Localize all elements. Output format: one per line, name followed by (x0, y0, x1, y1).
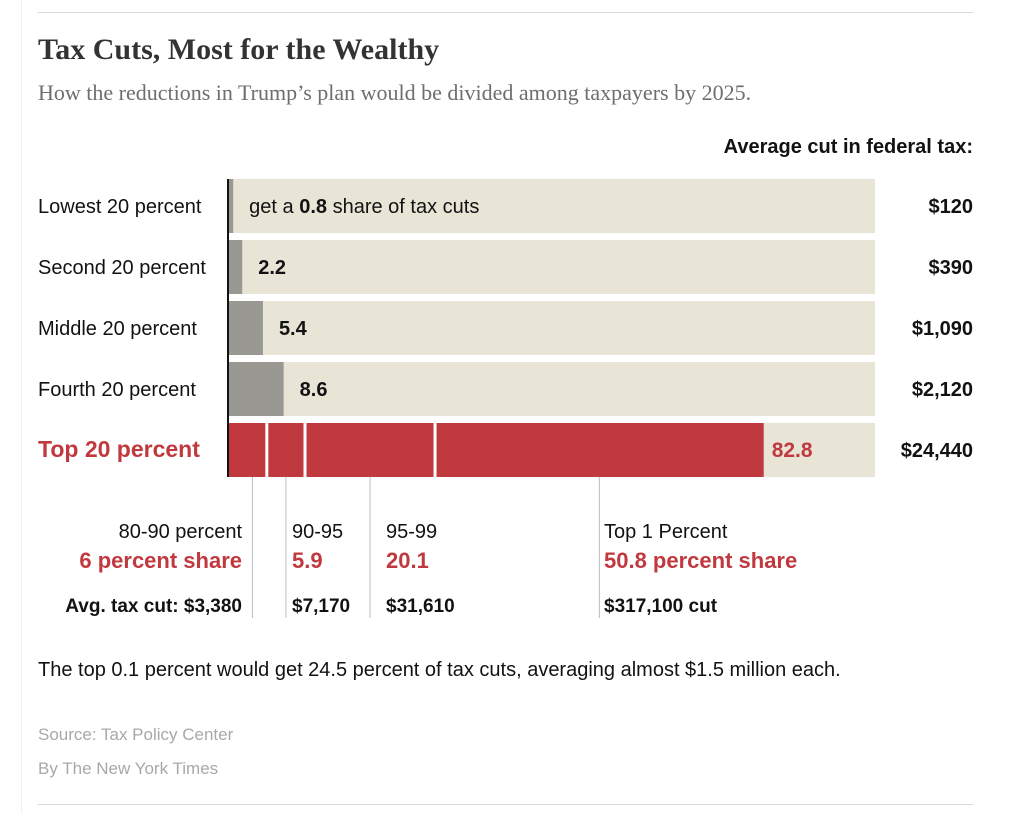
category-label: Middle 20 percent (38, 318, 197, 340)
breakdown-share-label: 20.1 (386, 548, 429, 573)
chart-subtitle: How the reductions in Trump’s plan would… (38, 80, 752, 105)
left-edge-rule (21, 0, 22, 814)
data-label: 2.2 (258, 257, 286, 279)
breakdown-cut-label: $317,100 cut (604, 596, 718, 617)
category-label: Fourth 20 percent (38, 379, 196, 401)
share-bar (228, 240, 243, 294)
bar-background (228, 240, 875, 294)
average-cut-value: $2,120 (912, 379, 973, 401)
top-divider (38, 12, 973, 13)
breakdown-cut-label: $7,170 (292, 596, 350, 617)
chart-title: Tax Cuts, Most for the Wealthy (38, 33, 440, 66)
credit-line: By The New York Times (38, 759, 219, 778)
tax-cut-share-chart: Lowest 20 percent $120 get a 0.8 share of … (38, 179, 974, 618)
category-label: Lowest 20 percent (38, 196, 202, 218)
bar-background (228, 301, 875, 355)
data-label: 8.6 (300, 379, 328, 401)
breakdown-cut-label: Avg. tax cut: $3,380 (65, 596, 242, 617)
breakdown-group-label: 95-99 (386, 521, 437, 543)
category-label: Top 20 percent (38, 436, 200, 462)
data-label: 82.8 (772, 439, 813, 462)
breakdown-group-label: 90-95 (292, 521, 343, 543)
average-cut-value: $390 (929, 257, 974, 279)
breakdown-group-label: 80-90 percent (119, 521, 243, 543)
share-bar (228, 179, 234, 233)
average-cut-value: $120 (929, 196, 974, 218)
average-cut-value: $24,440 (901, 440, 973, 462)
bar-background (228, 179, 875, 233)
breakdown-share-label: 5.9 (292, 548, 323, 573)
bottom-divider (38, 804, 973, 805)
average-cut-value: $1,090 (912, 318, 973, 340)
breakdown-share-label: 6 percent share (79, 548, 242, 573)
breakdown-share-label: 50.8 percent share (604, 548, 797, 573)
breakdown-cut-label: $31,610 (386, 596, 455, 617)
share-bar (228, 423, 764, 477)
breakdown-group-label: Top 1 Percent (604, 521, 728, 543)
bar-background (228, 362, 875, 416)
source-line: Source: Tax Policy Center (38, 725, 234, 744)
share-bar (228, 301, 263, 355)
data-label: get a 0.8 share of tax cuts (249, 196, 479, 218)
category-label: Second 20 percent (38, 257, 206, 279)
share-bar (228, 362, 284, 416)
average-cut-column-header: Average cut in federal tax: (723, 136, 973, 158)
data-label: 5.4 (279, 318, 308, 340)
footnote: The top 0.1 percent would get 24.5 perce… (38, 659, 841, 681)
